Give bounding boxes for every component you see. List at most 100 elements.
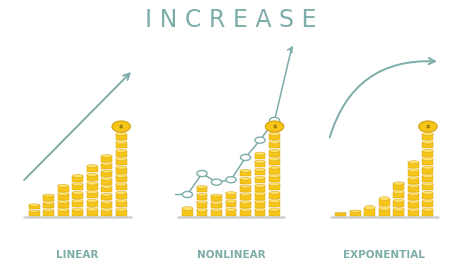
Ellipse shape: [269, 149, 280, 152]
Ellipse shape: [87, 164, 97, 168]
Bar: [196, 210, 207, 216]
Bar: [255, 186, 266, 192]
Bar: [422, 134, 433, 140]
Ellipse shape: [196, 193, 207, 196]
Bar: [87, 192, 97, 198]
Ellipse shape: [255, 184, 266, 187]
Ellipse shape: [408, 161, 419, 164]
Ellipse shape: [101, 162, 112, 165]
Bar: [87, 166, 97, 172]
Bar: [269, 201, 280, 207]
Bar: [394, 192, 404, 198]
Bar: [255, 154, 266, 159]
Ellipse shape: [116, 208, 127, 211]
Ellipse shape: [379, 197, 390, 200]
Bar: [101, 179, 112, 185]
Bar: [240, 179, 251, 184]
Ellipse shape: [394, 190, 404, 194]
Bar: [116, 184, 127, 190]
Bar: [408, 194, 419, 200]
Ellipse shape: [211, 209, 222, 212]
Ellipse shape: [101, 201, 112, 204]
Ellipse shape: [101, 193, 112, 196]
Bar: [394, 201, 404, 207]
Ellipse shape: [365, 206, 375, 210]
Bar: [408, 178, 419, 184]
Bar: [29, 211, 40, 216]
Bar: [58, 186, 68, 192]
Bar: [350, 211, 361, 216]
Ellipse shape: [255, 168, 266, 171]
Ellipse shape: [269, 174, 280, 178]
Bar: [269, 193, 280, 199]
Ellipse shape: [43, 194, 54, 197]
Bar: [408, 162, 419, 168]
Ellipse shape: [196, 185, 207, 188]
Ellipse shape: [182, 207, 193, 210]
Bar: [240, 186, 251, 192]
Ellipse shape: [225, 192, 237, 195]
Ellipse shape: [423, 208, 433, 211]
Ellipse shape: [116, 191, 127, 194]
Bar: [87, 183, 97, 190]
Ellipse shape: [87, 182, 97, 185]
Ellipse shape: [116, 158, 127, 161]
Ellipse shape: [423, 141, 433, 144]
Ellipse shape: [240, 169, 251, 172]
Ellipse shape: [408, 177, 419, 180]
Bar: [116, 159, 127, 165]
Ellipse shape: [255, 160, 266, 163]
Ellipse shape: [225, 208, 237, 211]
Bar: [255, 178, 266, 183]
Bar: [394, 183, 404, 190]
Bar: [116, 134, 127, 140]
Ellipse shape: [101, 170, 112, 173]
Ellipse shape: [269, 132, 280, 136]
Ellipse shape: [116, 200, 127, 203]
Ellipse shape: [87, 173, 97, 176]
Ellipse shape: [408, 192, 419, 195]
Bar: [408, 170, 419, 176]
Ellipse shape: [101, 185, 112, 188]
Bar: [58, 194, 68, 200]
Bar: [58, 202, 68, 207]
Bar: [116, 176, 127, 182]
Ellipse shape: [394, 208, 404, 211]
Ellipse shape: [225, 200, 237, 203]
Text: $: $: [119, 124, 123, 129]
Ellipse shape: [116, 174, 127, 178]
Ellipse shape: [72, 191, 83, 194]
Ellipse shape: [408, 185, 419, 188]
Bar: [43, 195, 54, 201]
Bar: [196, 187, 207, 192]
Text: I N C R E A S E: I N C R E A S E: [145, 8, 317, 32]
Ellipse shape: [58, 200, 68, 203]
Ellipse shape: [72, 174, 83, 178]
Circle shape: [226, 177, 236, 183]
Circle shape: [112, 121, 130, 132]
Ellipse shape: [423, 132, 433, 136]
Bar: [116, 151, 127, 157]
Bar: [240, 194, 251, 200]
Ellipse shape: [43, 201, 54, 204]
Text: $: $: [426, 124, 430, 129]
Ellipse shape: [116, 141, 127, 144]
Bar: [101, 202, 112, 208]
Bar: [422, 201, 433, 207]
Bar: [72, 193, 83, 199]
Bar: [72, 201, 83, 207]
Text: NONLINEAR: NONLINEAR: [197, 250, 265, 260]
Bar: [101, 156, 112, 162]
Ellipse shape: [87, 190, 97, 194]
Bar: [240, 210, 251, 216]
Circle shape: [269, 117, 280, 123]
Bar: [240, 202, 251, 208]
Ellipse shape: [269, 166, 280, 169]
Bar: [422, 184, 433, 190]
Ellipse shape: [255, 152, 266, 155]
Ellipse shape: [379, 207, 390, 210]
Ellipse shape: [29, 210, 40, 212]
Text: $: $: [273, 124, 277, 129]
Bar: [101, 171, 112, 177]
Ellipse shape: [255, 176, 266, 179]
